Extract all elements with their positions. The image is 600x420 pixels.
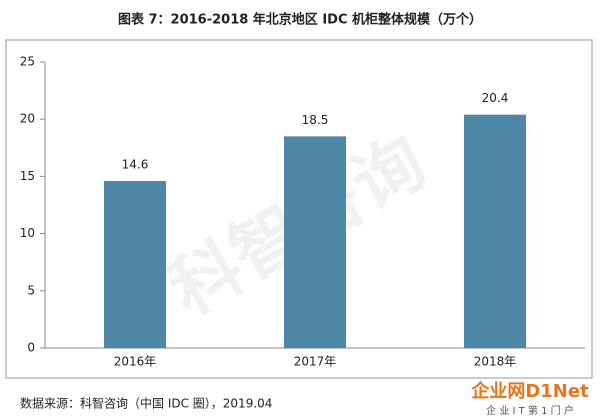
y-tick-label: 0 [27,341,35,355]
y-tick-label: 20 [20,112,35,126]
y-tick-label: 5 [27,283,35,297]
y-tick-label: 15 [20,169,35,183]
x-tick-label: 2016年 [114,355,157,369]
data-label: 20.4 [482,91,509,105]
bar [104,180,166,348]
x-tick-label: 2018年 [474,355,517,369]
bar [284,136,346,348]
source-note: 数据来源：科智咨询（中国 IDC 圈），2019.04 [20,396,272,411]
bar [464,114,526,349]
data-label: 14.6 [122,157,149,171]
y-tick-label: 10 [20,226,35,240]
chart-title: 图表 7：2016-2018 年北京地区 IDC 机柜整体规模（万个） [118,12,482,28]
x-tick-label: 2017年 [294,355,337,369]
brand-tagline: 企 业 I T 第 1 门 户 [486,404,574,417]
chart-frame [5,39,593,379]
data-label: 18.5 [302,113,329,127]
brand: 企业网D1Net [470,380,589,402]
y-tick-label: 25 [20,55,35,69]
